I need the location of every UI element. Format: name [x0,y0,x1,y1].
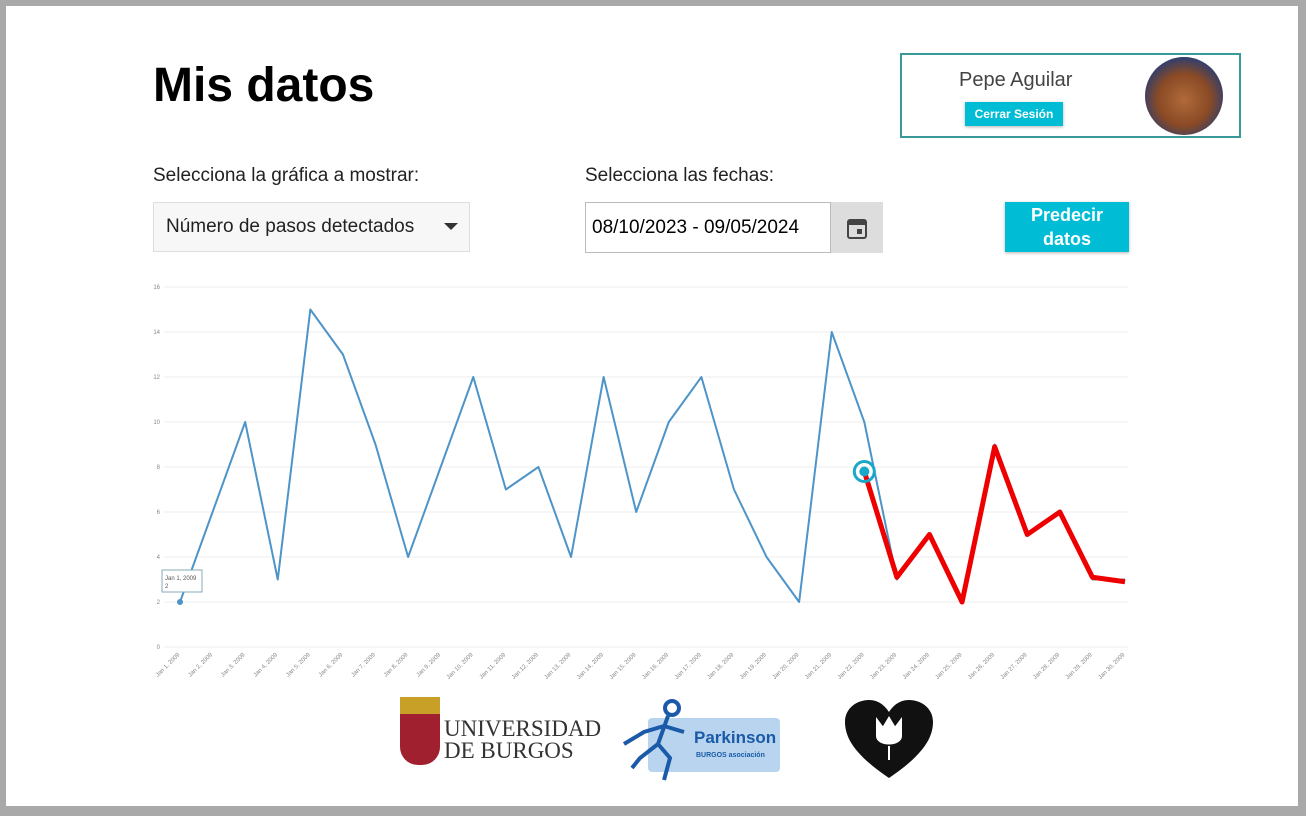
x-tick-label: Jan 4, 2009 [253,652,280,679]
x-tick-label: Jan 18, 2009 [707,652,736,681]
user-name: Pepe Aguilar [959,69,1073,91]
tooltip-date: Jan 1, 2009 [165,576,197,582]
sheet [6,6,1298,806]
x-tick-label: Jan 1, 2009 [155,652,182,679]
x-tick-label: Jan 2, 2009 [188,652,215,679]
y-tick-label: 10 [153,420,160,426]
predict-button[interactable]: Predecir datos [1005,202,1129,252]
x-tick-label: Jan 13, 2009 [544,652,573,681]
x-tick-label: Jan 24, 2009 [902,652,931,681]
university-line: UNIVERSIDAD [444,716,602,741]
x-tick-label: Jan 15, 2009 [609,652,638,681]
y-tick-label: 12 [153,375,160,381]
x-tick-label: Jan 11, 2009 [479,652,508,681]
x-tick-label: Jan 17, 2009 [674,652,703,681]
tooltip-value: 2 [165,584,169,590]
association-name: Parkinson [694,728,777,747]
dates-label: Selecciona las fechas: [585,165,775,186]
calendar-icon [847,219,867,239]
y-tick-label: 6 [157,510,161,516]
hover-marker-dot [859,466,870,477]
chart-select[interactable]: Número de pasos detectados [153,202,470,252]
y-tick-label: 2 [157,600,161,606]
x-tick-label: Jan 14, 2009 [576,652,605,681]
x-tick-label: Jan 5, 2009 [285,652,312,679]
x-tick-label: Jan 23, 2009 [870,652,899,681]
x-tick-label: Jan 26, 2009 [967,652,996,681]
date-value: 08/10/2023 - 09/05/2024 [592,217,800,238]
y-tick-label: 16 [153,285,160,291]
x-tick-label: Jan 12, 2009 [511,652,540,681]
predict-text: Predecir datos [1030,205,1104,249]
x-tick-label: Jan 16, 2009 [641,652,670,681]
x-tick-label: Jan 9, 2009 [416,652,443,679]
point [177,599,183,605]
series-line [179,308,1125,603]
x-tick-label: Jan 25, 2009 [935,652,964,681]
x-tick-label: Jan 8, 2009 [383,652,410,679]
x-tick-label: Jan 30, 2009 [1098,652,1127,681]
x-tick-label: Jan 22, 2009 [837,652,866,681]
runner-icon [622,699,685,781]
logout-button[interactable]: Cerrar Sesión [965,102,1063,126]
heart-logo [845,700,933,778]
university-line: DE BURGOS [444,738,574,763]
x-tick-label: Jan 21, 2009 [804,652,833,681]
user-box: Pepe Aguilar Cerrar Sesión [900,53,1241,138]
x-tick-label: Jan 3, 2009 [220,652,247,679]
y-tick-label: 0 [157,645,161,651]
series-line [861,444,1126,605]
x-tick-label: Jan 28, 2009 [1032,652,1061,681]
chart-select-value: Número de pasos detectados [166,216,415,237]
date-input[interactable]: 08/10/2023 - 09/05/2024 [585,202,831,253]
y-tick-label: 14 [153,330,160,336]
x-tick-label: Jan 29, 2009 [1065,652,1094,681]
x-tick-label: Jan 10, 2009 [446,652,475,681]
avatar [1145,57,1223,135]
tooltip-box [161,569,203,593]
tooltip: Jan 1, 2009 2 [161,569,203,593]
y-tick-label: 8 [157,465,161,471]
dropdown-arrow [444,223,458,230]
calendar-button[interactable] [831,202,883,253]
x-tick-label: Jan 27, 2009 [1000,652,1029,681]
hover-marker [852,460,876,483]
chart-select-label: Selecciona la gráfica a mostrar: [153,165,420,186]
x-tick-label: Jan 19, 2009 [739,652,768,681]
university-crest [400,697,440,765]
x-tick-label: Jan 6, 2009 [318,652,345,679]
x-tick-label: Jan 7, 2009 [351,652,378,679]
university-logo: UNIVERSIDAD DE BURGOS [444,716,602,763]
x-tick-label: Jan 20, 2009 [772,652,801,681]
association-sub: BURGOS asociación [696,752,765,759]
y-tick-label: 4 [157,555,161,561]
page-title: Mis datos [153,59,375,112]
